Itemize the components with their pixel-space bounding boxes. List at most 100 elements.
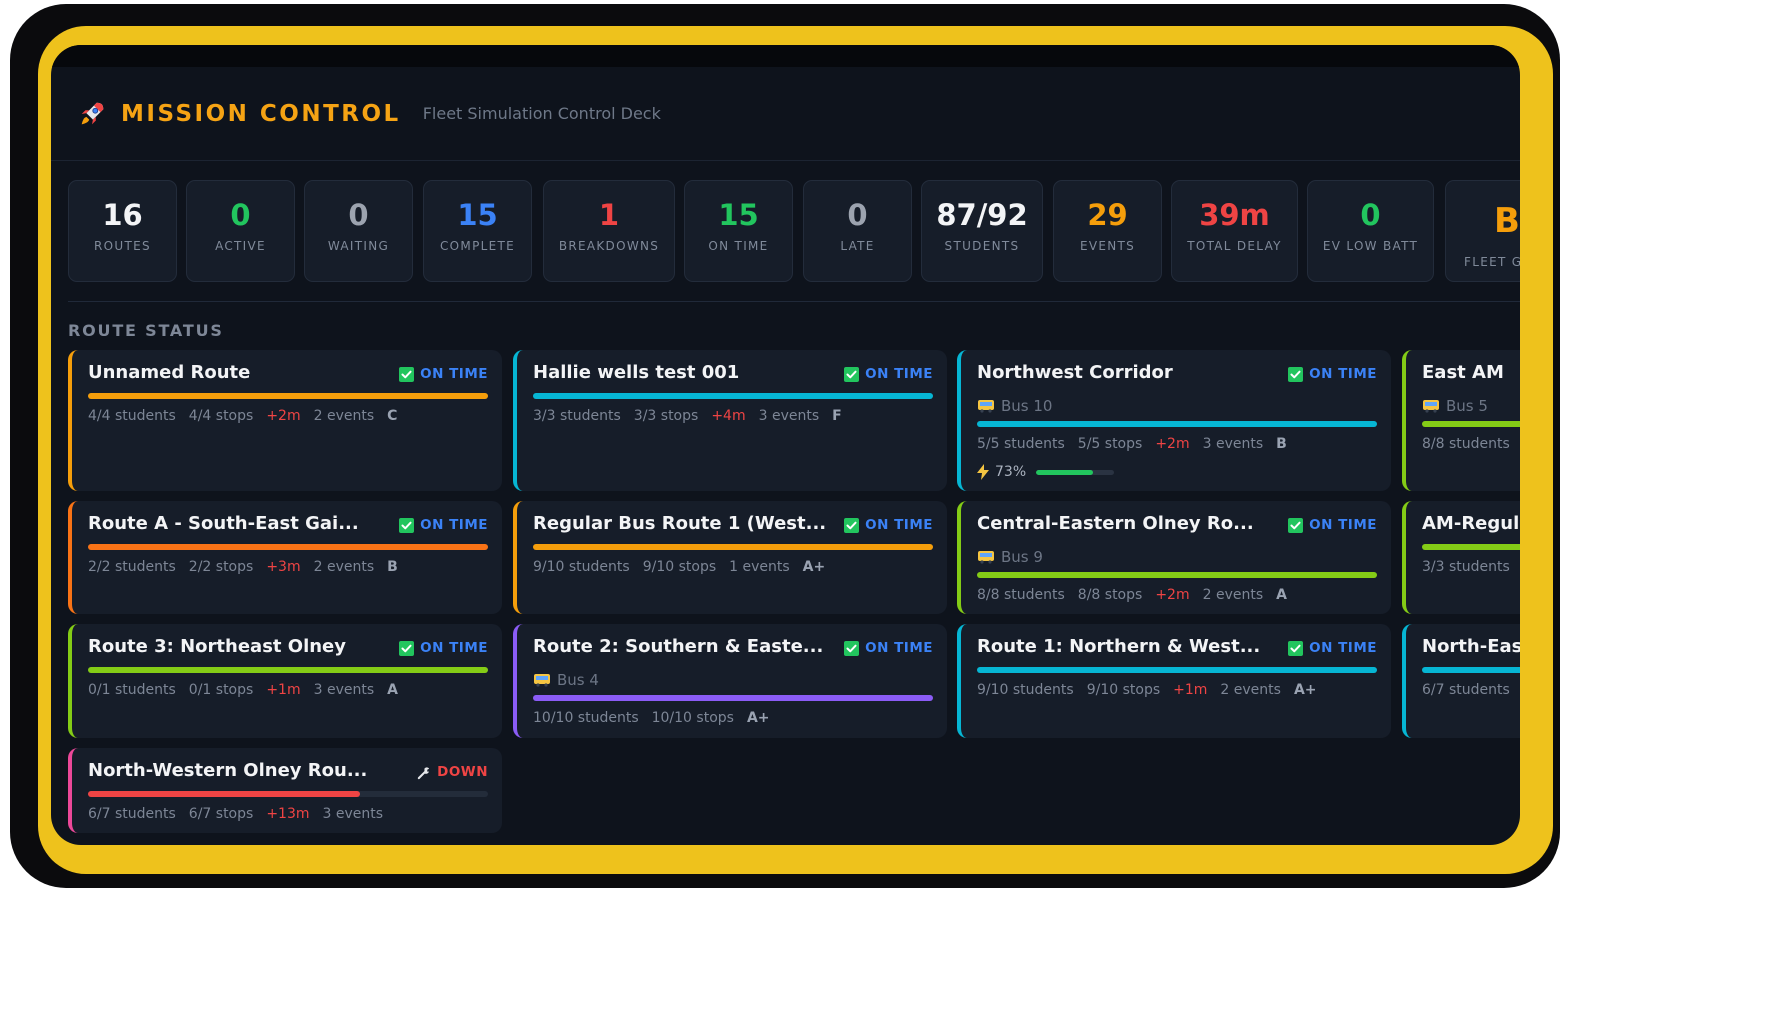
status-badge: ON TIME — [844, 366, 933, 382]
route-meta: 0/1 students 0/1 stops +1m 3 events A — [88, 682, 398, 698]
meta-events: 3 events — [758, 408, 820, 424]
route-name: Regular Bus Route 1 (West... — [533, 513, 827, 534]
meta-grade: A+ — [802, 559, 826, 575]
route-progress-fill — [1422, 544, 1520, 550]
stat-value: 15 — [457, 198, 498, 232]
status-label: ON TIME — [865, 366, 933, 382]
route-card[interactable]: North-Western Olney Rou... DOWN 6/7 studen… — [68, 748, 502, 833]
meta-delay: +1m — [266, 682, 301, 698]
meta-students: 2/2 students — [88, 559, 176, 575]
status-label: ON TIME — [420, 517, 488, 533]
route-card[interactable]: Northwest Corridor ON TIME Bus 10 5/5 stude… — [957, 350, 1391, 491]
route-progress-bar — [88, 667, 488, 673]
meta-delay: +2m — [1155, 587, 1190, 603]
meta-events: 1 events — [729, 559, 790, 575]
stat-tile-complete: 15 COMPLETE — [423, 180, 532, 282]
route-name: Central-Eastern Olney Ro... — [977, 513, 1254, 534]
status-badge: DOWN — [416, 764, 488, 780]
battery-percent: 73% — [995, 464, 1027, 480]
route-card[interactable]: Route 2: Southern & Easte... ON TIME Bus 4… — [513, 624, 947, 738]
route-progress-fill — [88, 667, 488, 673]
meta-students: 4/4 students — [88, 408, 176, 424]
stat-value: 15 — [718, 198, 759, 232]
stat-label: EVENTS — [1079, 239, 1136, 253]
route-progress-fill — [1422, 421, 1520, 427]
check-icon — [844, 366, 860, 382]
section-divider — [68, 301, 1520, 302]
route-card[interactable]: Route 3: Northeast Olney ON TIME 0/1 stude… — [68, 624, 502, 738]
route-card[interactable]: East AM Bus 5 8/8 students — [1402, 350, 1520, 491]
stat-label: COMPLETE — [440, 239, 515, 253]
status-badge: ON TIME — [1288, 517, 1377, 533]
bus-label: Bus 10 — [1001, 397, 1053, 415]
stat-value: 0 — [847, 198, 868, 232]
meta-stops: 10/10 stops — [651, 710, 734, 726]
meta-stops: 9/10 stops — [642, 559, 717, 575]
stat-tile-late: 0 LATE — [803, 180, 912, 282]
status-label: ON TIME — [1309, 366, 1377, 382]
meta-stops: 9/10 stops — [1086, 682, 1161, 698]
route-progress-bar — [977, 667, 1377, 673]
route-card[interactable]: Unnamed Route ON TIME 4/4 students 4/4 stop… — [68, 350, 502, 491]
status-badge: ON TIME — [1288, 640, 1377, 656]
stat-value: 16 — [102, 198, 143, 232]
meta-students: 3/3 students — [1422, 559, 1510, 575]
stat-tile-students: 87/92 STUDENTS — [921, 180, 1043, 282]
meta-events: 2 events — [313, 408, 375, 424]
route-progress-bar — [533, 544, 933, 550]
route-progress-bar — [88, 393, 488, 399]
meta-grade: F — [832, 408, 842, 424]
route-card[interactable]: Regular Bus Route 1 (West... ON TIME 9/10 … — [513, 501, 947, 614]
stat-tile-on-time: 15 ON TIME — [684, 180, 793, 282]
stat-tile-events: 29 EVENTS — [1053, 180, 1162, 282]
app-title: MISSION CONTROL — [121, 100, 401, 127]
stat-tile-total-delay: 39m TOTAL DELAY — [1171, 180, 1298, 282]
meta-grade: A+ — [1293, 682, 1317, 698]
meta-events: 3 events — [1202, 436, 1264, 452]
meta-delay: +13m — [266, 806, 310, 822]
route-card[interactable]: Hallie wells test 001 ON TIME 3/3 students… — [513, 350, 947, 491]
route-name: AM-Regula — [1422, 513, 1520, 534]
route-progress-fill — [533, 544, 933, 550]
stat-tile-routes: 16 ROUTES — [68, 180, 177, 282]
meta-stops: 3/3 stops — [633, 408, 699, 424]
route-progress-fill — [88, 393, 488, 399]
battery-indicator: 73% — [977, 464, 1115, 480]
meta-students: 8/8 students — [977, 587, 1065, 603]
meta-students: 8/8 students — [1422, 436, 1510, 452]
meta-stops: 4/4 stops — [188, 408, 254, 424]
meta-students: 9/10 students — [533, 559, 630, 575]
stat-value: B — [1494, 201, 1520, 241]
route-card[interactable]: Route 1: Northern & West... ON TIME 9/10 s… — [957, 624, 1391, 738]
bus-icon — [978, 400, 994, 413]
route-progress-bar — [1422, 421, 1520, 427]
check-icon — [844, 517, 860, 533]
route-card[interactable]: North-Eas 6/7 students — [1402, 624, 1520, 738]
bus-icon — [978, 551, 994, 564]
route-meta: 5/5 students 5/5 stops +2m 3 events B — [977, 436, 1287, 452]
battery-bar — [1036, 469, 1115, 475]
meta-grade: A+ — [746, 710, 770, 726]
status-badge: ON TIME — [1288, 366, 1377, 382]
meta-grade: C — [387, 408, 398, 424]
route-meta: 4/4 students 4/4 stops +2m 2 events C — [88, 408, 397, 424]
app-subtitle: Fleet Simulation Control Deck — [422, 104, 661, 123]
meta-students: 0/1 students — [88, 682, 176, 698]
route-card[interactable]: Central-Eastern Olney Ro... ON TIME Bus 9 8… — [957, 501, 1391, 614]
stat-label: ROUTES — [94, 239, 151, 253]
route-card[interactable]: AM-Regula 3/3 students — [1402, 501, 1520, 614]
bus-icon — [1423, 400, 1439, 413]
meta-events: 2 events — [313, 559, 375, 575]
stat-label: EV LOW BATT — [1322, 239, 1419, 253]
meta-delay: +2m — [266, 408, 301, 424]
route-name: Route 3: Northeast Olney — [88, 636, 347, 657]
status-label: ON TIME — [1309, 640, 1377, 656]
route-card[interactable]: Route A - South-East Gai... ON TIME 2/2 st… — [68, 501, 502, 614]
status-label: ON TIME — [865, 517, 933, 533]
route-progress-fill — [533, 695, 933, 701]
meta-stops: 8/8 stops — [1077, 587, 1143, 603]
stat-value: 39m — [1199, 198, 1270, 232]
meta-students: 6/7 students — [88, 806, 176, 822]
stats-row: 16 ROUTES 0 ACTIVE 0 WAITING 15 COMPLETE 1 BREAKD… — [68, 180, 1520, 282]
stat-tile-fleet-g: B FLEET G — [1445, 180, 1520, 282]
